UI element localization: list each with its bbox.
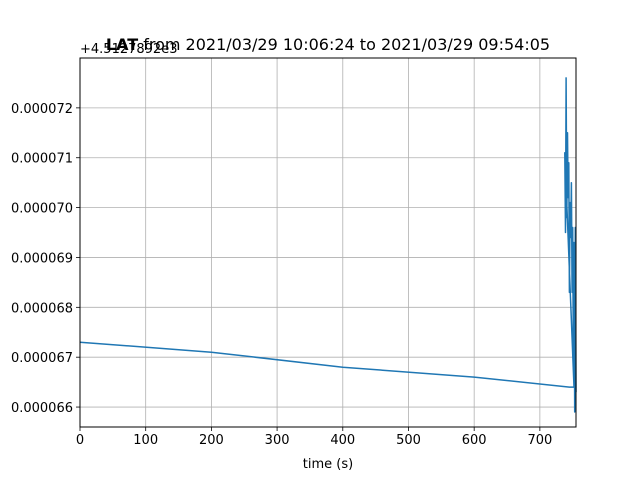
- x-tick-label: 400: [330, 433, 355, 448]
- y-tick-label: 0.000067: [11, 351, 73, 366]
- y-tick-label: 0.000071: [11, 152, 73, 167]
- x-tick-label: 300: [265, 433, 290, 448]
- x-tick-label: 200: [199, 433, 224, 448]
- x-tick-label: 600: [462, 433, 487, 448]
- chart-title-bold: LAT: [106, 35, 138, 54]
- x-tick-label: 0: [76, 433, 84, 448]
- chart-title-rest: from 2021/03/29 10:06:24 to 2021/03/29 0…: [138, 35, 550, 54]
- y-offset-text: +4.5127892e3: [80, 42, 177, 57]
- y-axis: 0.000066 0.000067 0.000068 0.000069 0.000070…: [11, 102, 80, 416]
- x-axis-label: time (s): [303, 457, 353, 472]
- x-axis: 0 100 200 300 400 500 600 700: [76, 427, 552, 448]
- y-tick-label: 0.000066: [11, 401, 73, 416]
- y-tick-label: 0.000069: [11, 251, 73, 266]
- x-tick-label: 100: [133, 433, 158, 448]
- x-tick-label: 700: [527, 433, 552, 448]
- grid: [79, 58, 576, 427]
- y-tick-label: 0.000072: [11, 102, 73, 117]
- plot-frame: [79, 57, 577, 428]
- x-tick-label: 500: [396, 433, 421, 448]
- y-tick-label: 0.000068: [11, 301, 73, 316]
- series-line: [79, 77, 577, 413]
- series-layer: [79, 77, 577, 413]
- chart-title: LAT from 2021/03/29 10:06:24 to 2021/03/…: [106, 35, 550, 54]
- y-tick-label: 0.000070: [11, 202, 73, 217]
